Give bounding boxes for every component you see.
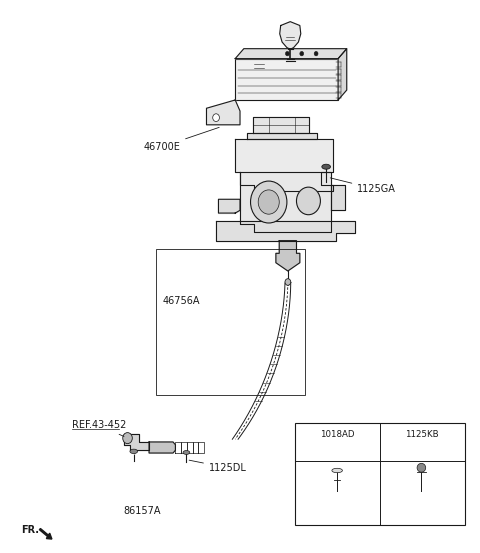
Ellipse shape — [130, 449, 138, 453]
Ellipse shape — [332, 468, 342, 473]
Polygon shape — [338, 49, 347, 100]
Circle shape — [314, 51, 318, 56]
Polygon shape — [235, 139, 333, 191]
Bar — [235, 59, 338, 100]
Text: 46756A: 46756A — [162, 296, 200, 306]
Bar — [295, 422, 465, 525]
Ellipse shape — [417, 463, 426, 472]
Circle shape — [258, 190, 279, 214]
Text: REF.43-452: REF.43-452 — [72, 420, 126, 436]
Text: FR.: FR. — [21, 525, 39, 535]
Circle shape — [297, 187, 321, 215]
Polygon shape — [149, 442, 175, 453]
Text: 1018AD: 1018AD — [320, 430, 354, 440]
Bar — [156, 249, 305, 395]
Text: 1125DL: 1125DL — [189, 460, 247, 473]
Ellipse shape — [183, 451, 190, 455]
FancyArrow shape — [39, 529, 52, 539]
Polygon shape — [276, 241, 300, 271]
Polygon shape — [247, 133, 317, 139]
Circle shape — [123, 432, 132, 444]
Polygon shape — [124, 434, 149, 450]
Circle shape — [251, 181, 287, 223]
Polygon shape — [216, 221, 355, 241]
Text: 1125KB: 1125KB — [405, 430, 438, 440]
Text: 1125GA: 1125GA — [330, 178, 396, 194]
Ellipse shape — [322, 164, 330, 169]
Polygon shape — [218, 199, 240, 213]
Circle shape — [285, 279, 291, 285]
Circle shape — [300, 51, 304, 56]
Polygon shape — [331, 185, 345, 210]
Circle shape — [286, 51, 289, 56]
Polygon shape — [280, 22, 301, 49]
Polygon shape — [235, 59, 338, 100]
Polygon shape — [253, 117, 310, 133]
Polygon shape — [235, 49, 347, 59]
Circle shape — [213, 114, 219, 122]
Text: 46700E: 46700E — [144, 127, 219, 152]
Polygon shape — [206, 100, 240, 125]
Text: 86157A: 86157A — [123, 506, 161, 516]
Polygon shape — [240, 171, 331, 232]
